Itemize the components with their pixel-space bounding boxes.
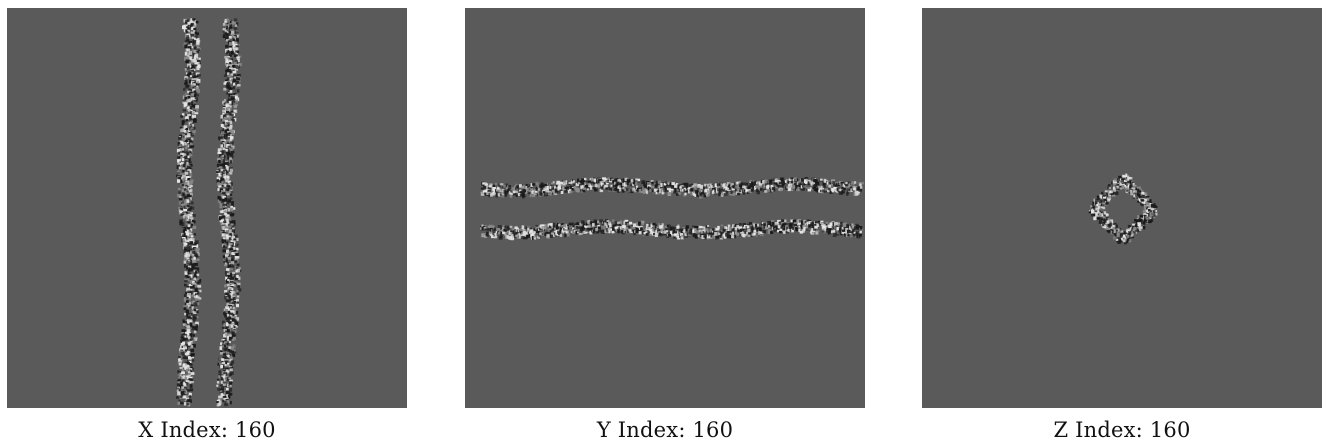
x-slice-caption: X Index: 160 — [138, 418, 276, 442]
x-slice-texture — [176, 18, 242, 407]
z-slice-texture — [1088, 173, 1158, 245]
y-slice-image — [465, 8, 865, 408]
z-slice-image — [922, 8, 1322, 408]
x-slice-image — [7, 8, 407, 408]
z-slice-caption: Z Index: 160 — [1053, 418, 1191, 442]
y-slice-caption: Y Index: 160 — [596, 418, 734, 442]
y-slice-texture — [480, 177, 864, 241]
